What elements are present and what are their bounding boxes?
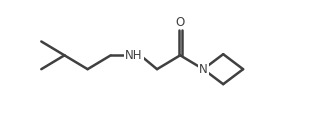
Text: O: O [176, 16, 185, 29]
Text: NH: NH [125, 49, 143, 62]
Text: N: N [199, 63, 208, 76]
